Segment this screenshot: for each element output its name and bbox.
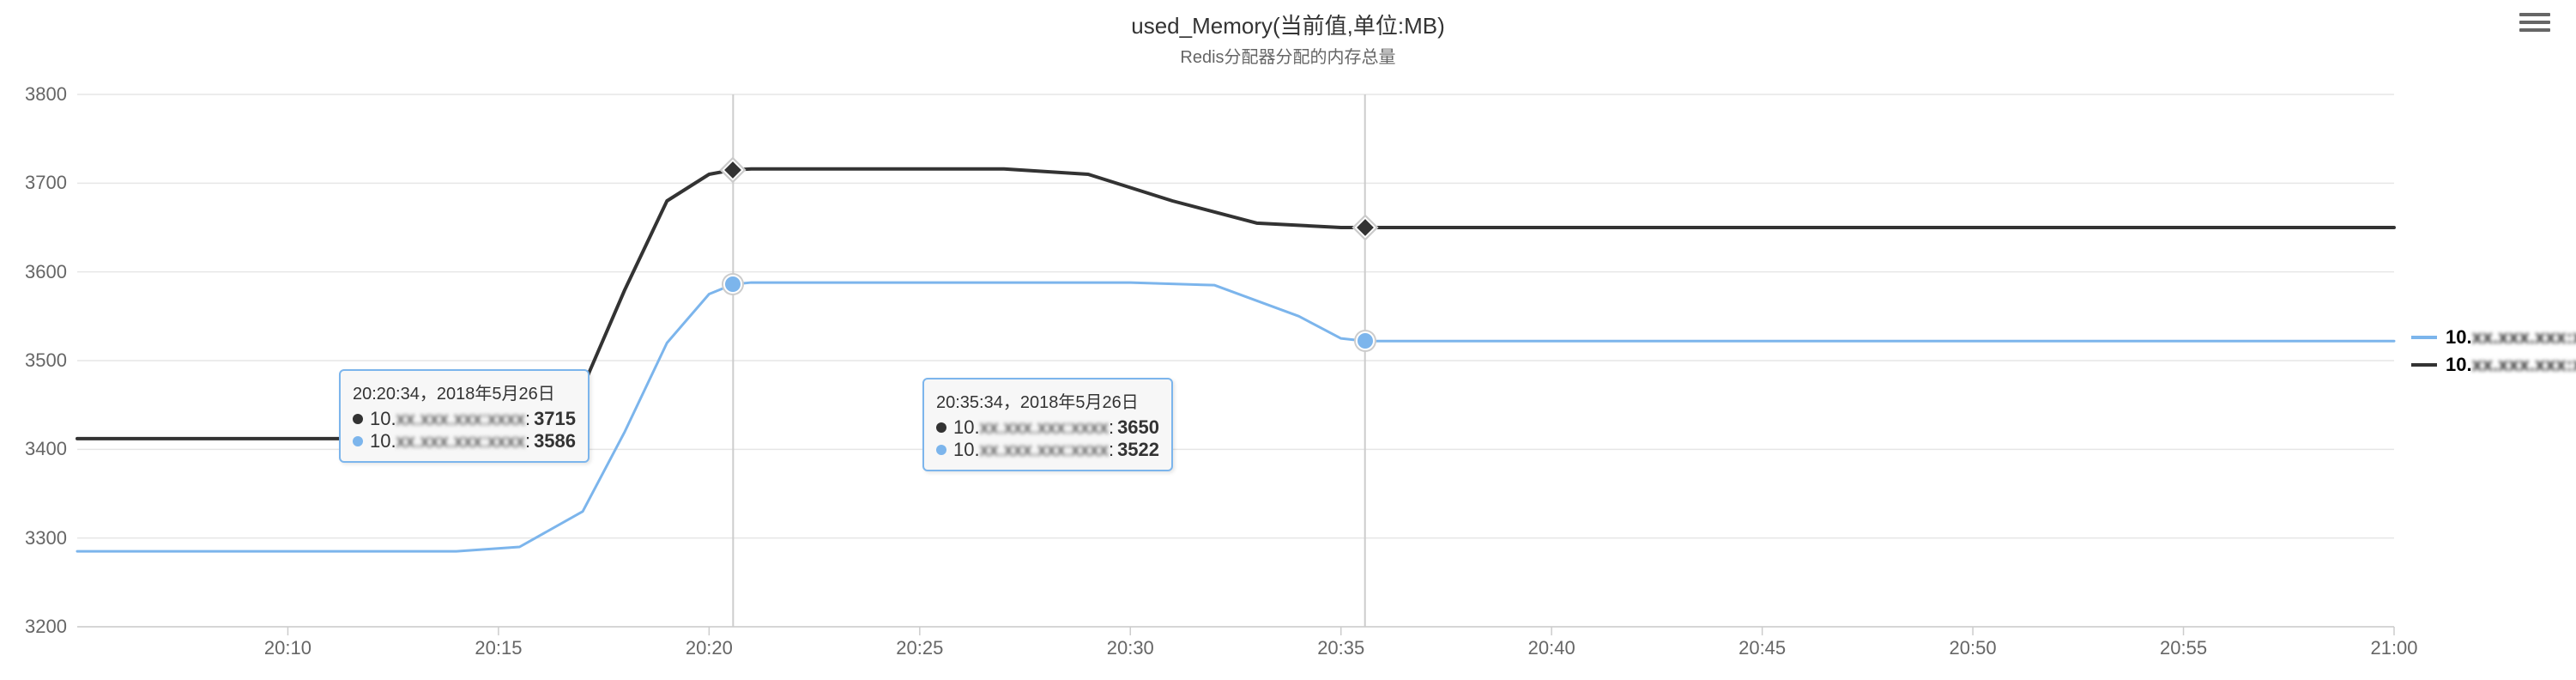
y-tick-label: 3300 [25, 527, 67, 549]
series-bullet-icon [353, 414, 363, 424]
x-tick-label: 20:35 [1317, 637, 1364, 659]
tooltip-value: 3522 [1117, 439, 1159, 461]
series-bullet-icon [353, 436, 363, 446]
legend-item[interactable]: 10.xx.xxx.xxx:xxxx [2411, 354, 2576, 376]
tooltip-value: 3650 [1117, 416, 1159, 439]
y-tick-label: 3600 [25, 261, 67, 283]
legend-swatch-icon [2411, 336, 2437, 339]
legend-label: xx.xxx.xxx:xxxx [2472, 326, 2576, 349]
tooltip: 20:20:34，2018年5月26日 10.xx.xxx.xxx:xxxx: 3… [339, 369, 590, 463]
tooltip-series-prefix: 10. [370, 430, 396, 452]
y-tick-label: 3400 [25, 438, 67, 460]
legend-label: xx.xxx.xxx:xxxx [2472, 354, 2576, 376]
tooltip-value: 3586 [534, 430, 576, 452]
legend-item[interactable]: 10.xx.xxx.xxx:xxxx [2411, 326, 2576, 349]
x-tick-label: 20:40 [1528, 637, 1575, 659]
tooltip-series-name: xx.xxx.xxx:xxxx [396, 408, 525, 430]
tooltip-value: 3715 [534, 408, 576, 430]
y-tick-label: 3200 [25, 616, 67, 638]
y-tick-label: 3500 [25, 349, 67, 372]
series-bullet-icon [936, 445, 946, 455]
tooltip-series-name: xx.xxx.xxx:xxxx [980, 416, 1109, 439]
marker-circle[interactable] [723, 275, 742, 294]
x-tick-label: 20:10 [264, 637, 311, 659]
tooltip-row: 10.xx.xxx.xxx:xxxx: 3650 [936, 416, 1159, 439]
tooltip: 20:35:34，2018年5月26日 10.xx.xxx.xxx:xxxx: 3… [922, 378, 1173, 471]
tooltip-row: 10.xx.xxx.xxx:xxxx: 3522 [936, 439, 1159, 461]
tooltip-series-name: xx.xxx.xxx:xxxx [980, 439, 1109, 461]
x-tick-label: 20:45 [1738, 637, 1786, 659]
x-tick-label: 20:55 [2160, 637, 2207, 659]
series-bullet-icon [936, 422, 946, 433]
chart-container: used_Memory(当前值,单位:MB) Redis分配器分配的内存总量 3… [0, 0, 2576, 680]
tooltip-series-prefix: 10. [370, 408, 396, 430]
tooltip-series-prefix: 10. [953, 439, 980, 461]
legend-label-prefix: 10. [2446, 354, 2472, 376]
x-tick-label: 20:25 [896, 637, 943, 659]
x-tick-label: 20:20 [686, 637, 733, 659]
tooltip-row: 10.xx.xxx.xxx:xxxx: 3586 [353, 430, 576, 452]
legend-swatch-icon [2411, 363, 2437, 367]
y-tick-label: 3800 [25, 83, 67, 106]
chart-title: used_Memory(当前值,单位:MB) [0, 9, 2576, 40]
x-tick-label: 21:00 [2370, 637, 2417, 659]
tooltip-series-prefix: 10. [953, 416, 980, 439]
tooltip-row: 10.xx.xxx.xxx:xxxx: 3715 [353, 408, 576, 430]
x-tick-label: 20:50 [1950, 637, 1997, 659]
legend-label-prefix: 10. [2446, 326, 2472, 349]
plot-area[interactable]: 320033003400350036003700380020:1020:1520… [77, 94, 2394, 627]
tooltip-header: 20:35:34，2018年5月26日 [936, 388, 1159, 413]
plot-svg [77, 94, 2394, 627]
legend: 10.xx.xxx.xxx:xxxx10.xx.xxx.xxx:xxxx [2411, 326, 2576, 381]
y-tick-label: 3700 [25, 172, 67, 194]
marker-circle[interactable] [1356, 331, 1375, 350]
chart-menu-icon[interactable] [2519, 13, 2550, 37]
x-tick-label: 20:15 [475, 637, 522, 659]
x-tick-label: 20:30 [1107, 637, 1154, 659]
tooltip-series-name: xx.xxx.xxx:xxxx [396, 430, 525, 452]
chart-subtitle: Redis分配器分配的内存总量 [0, 43, 2576, 68]
tooltip-header: 20:20:34，2018年5月26日 [353, 379, 576, 404]
